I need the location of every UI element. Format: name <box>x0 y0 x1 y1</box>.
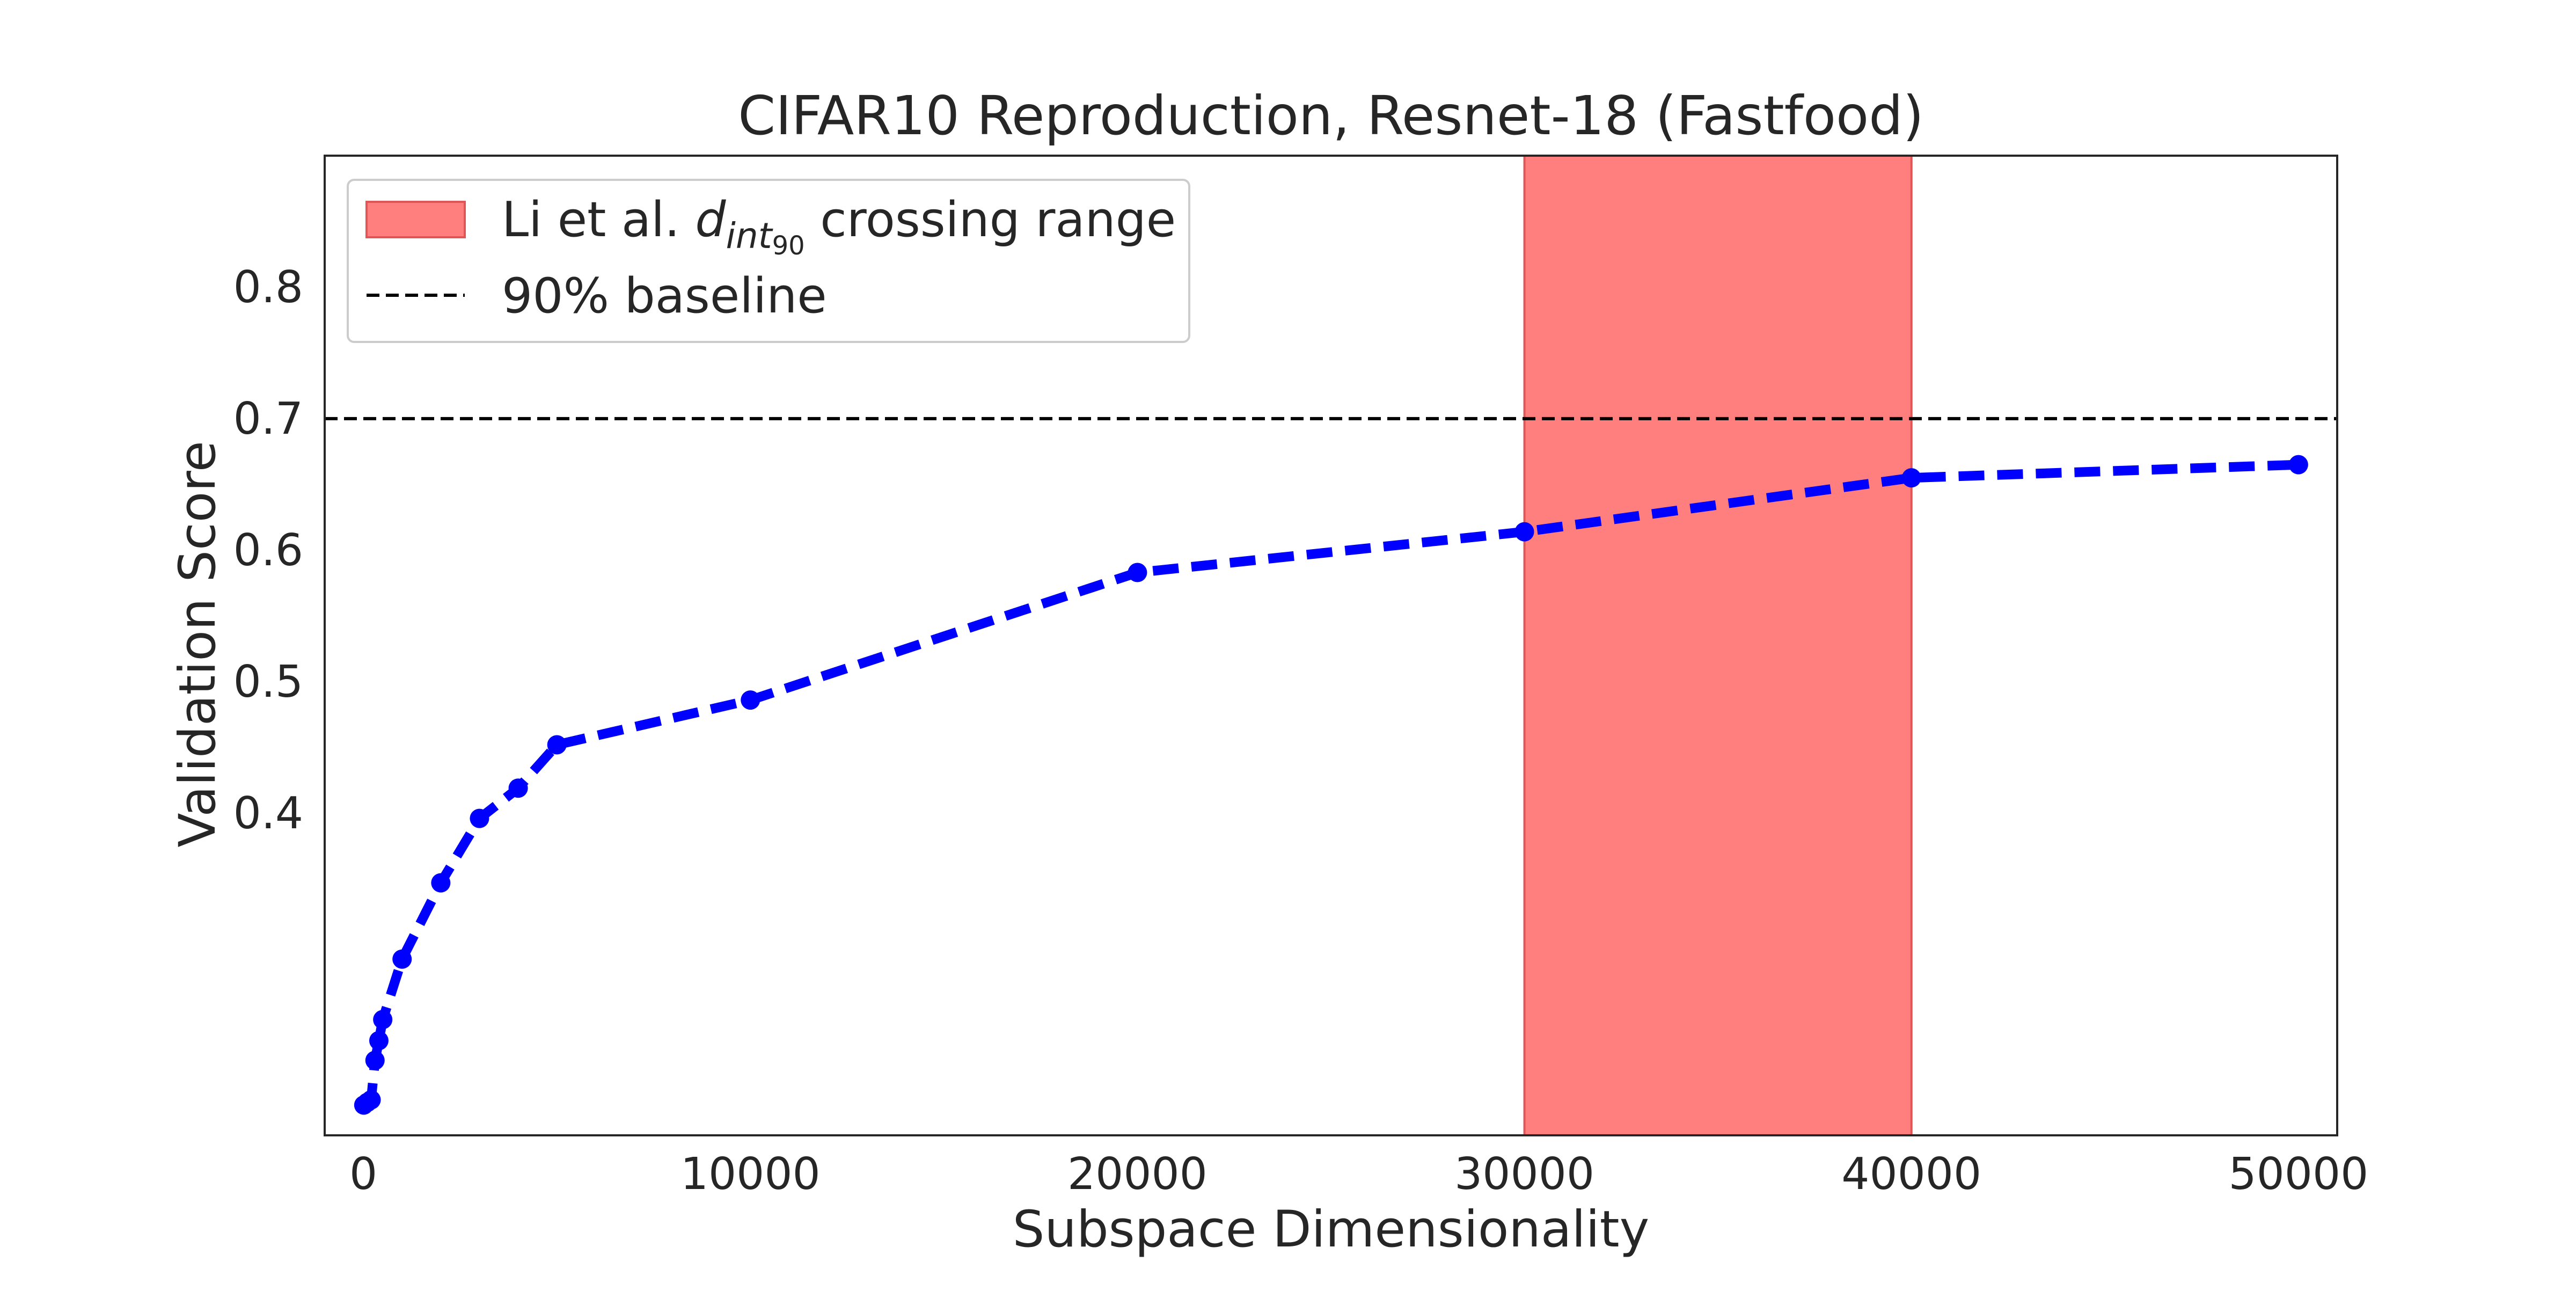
data-point <box>741 690 760 710</box>
data-point <box>392 949 412 969</box>
y-tick-labels: 0.4 0.5 0.6 0.7 0.8 <box>233 262 303 839</box>
legend-box <box>347 179 1190 343</box>
x-tick-labels: 0 10000 20000 30000 40000 50000 <box>349 1149 2368 1200</box>
data-point <box>373 1010 393 1030</box>
data-point <box>2288 455 2308 475</box>
data-point <box>508 778 528 798</box>
y-tick-label: 0.4 <box>233 788 303 839</box>
legend-crossing-range-label: Li et al. dint90 crossing range <box>502 192 1176 261</box>
y-tick-label: 0.5 <box>233 657 303 708</box>
x-axis-label: Subspace Dimensionality <box>1013 1200 1650 1259</box>
legend-baseline-label: 90% baseline <box>502 268 827 324</box>
data-point <box>1128 563 1147 582</box>
data-point <box>361 1090 381 1110</box>
y-tick-label: 0.6 <box>233 525 303 576</box>
data-point <box>1901 468 1921 488</box>
x-tick-label: 10000 <box>680 1149 821 1200</box>
data-point <box>470 808 489 828</box>
legend-label-suffix: crossing range <box>805 192 1176 248</box>
data-point <box>369 1031 389 1051</box>
series-layer <box>354 455 2308 1115</box>
legend: Li et al. dint90 crossing range 90% base… <box>347 179 1190 343</box>
x-tick-label: 30000 <box>1454 1149 1594 1200</box>
crossing-range-span <box>1523 155 1913 1136</box>
chart-title: CIFAR10 Reproduction, Resnet-18 (Fastfoo… <box>738 84 1923 147</box>
y-tick-label: 0.8 <box>233 262 303 313</box>
data-point <box>431 873 451 893</box>
legend-label-subsubscript: 90 <box>772 231 805 261</box>
y-tick-label: 0.7 <box>233 393 303 444</box>
series-line <box>361 459 2299 1109</box>
crossing-range-layer <box>1523 155 1913 1136</box>
x-tick-label: 50000 <box>2228 1149 2368 1200</box>
data-point <box>547 735 567 755</box>
data-point <box>1514 522 1534 542</box>
legend-label-subscript: int <box>726 215 773 257</box>
x-tick-label: 0 <box>349 1149 377 1200</box>
legend-label-prefix: Li et al. <box>502 192 695 248</box>
legend-crossing-range-swatch <box>365 201 466 238</box>
data-point <box>365 1051 385 1070</box>
plot-frame <box>324 155 2338 1136</box>
x-tick-label: 40000 <box>1841 1149 1981 1200</box>
y-axis-label: Validation Score <box>169 441 227 847</box>
legend-label-symbol: d <box>695 192 726 248</box>
x-tick-label: 20000 <box>1067 1149 1208 1200</box>
